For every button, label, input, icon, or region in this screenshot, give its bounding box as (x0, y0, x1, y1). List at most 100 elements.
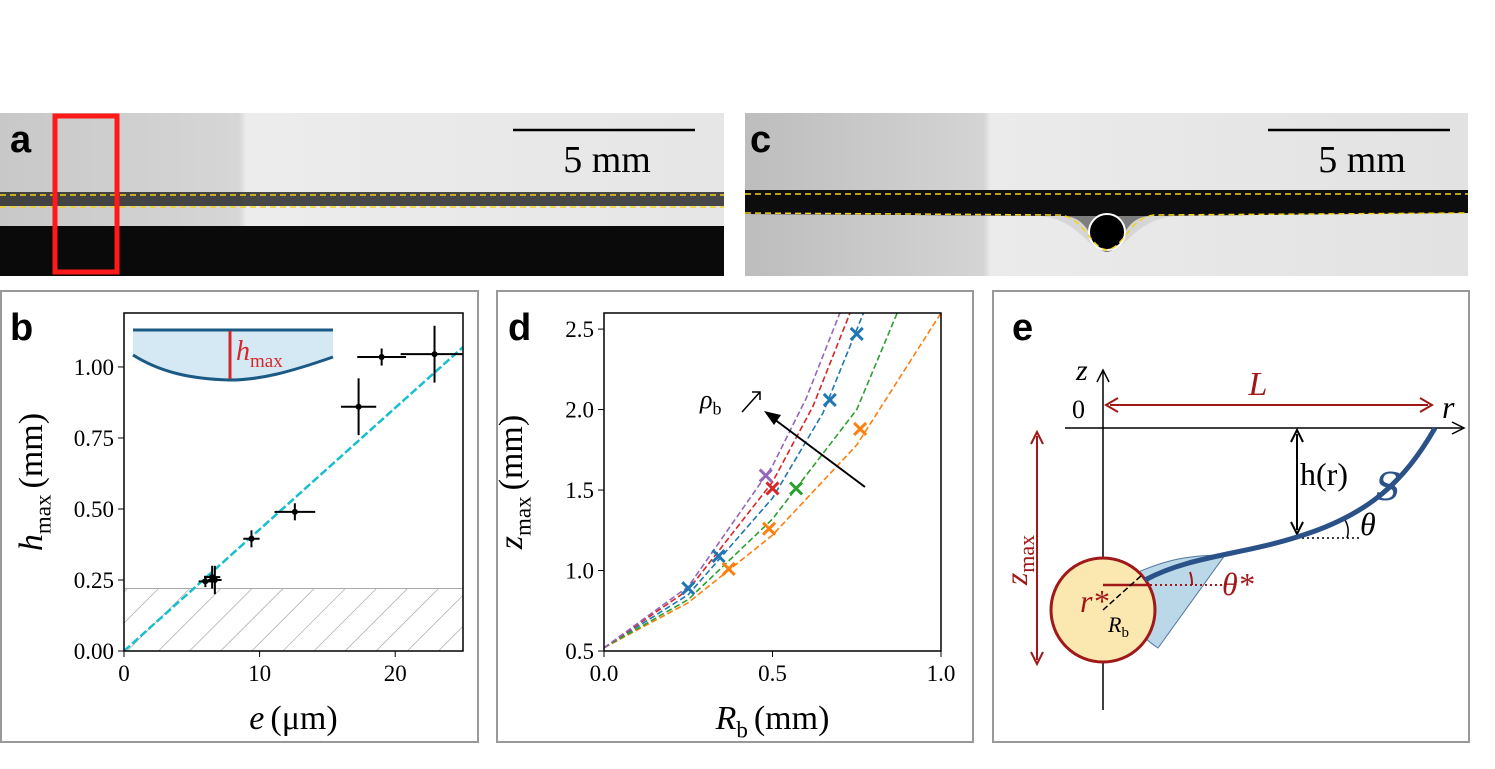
fit-line (124, 346, 463, 651)
arrow (769, 415, 866, 488)
label-l: L (1248, 366, 1268, 403)
math-label: zmax (mm) (493, 415, 536, 550)
label-zmax: zmax (998, 535, 1039, 586)
point (211, 576, 218, 583)
fit-curve (604, 313, 841, 649)
fit-curve (604, 313, 941, 649)
scale-label: 5 mm (1318, 139, 1406, 181)
point (355, 403, 362, 410)
y-tick-label: 1.5 (565, 478, 594, 503)
arrowhead (1290, 427, 1304, 537)
symbol: R (715, 700, 737, 737)
fit-curve (604, 313, 865, 649)
y-tick-label: 0.00 (74, 639, 114, 664)
y-tick-label: 1.00 (74, 355, 114, 380)
symbol: e (249, 700, 264, 737)
point (822, 392, 837, 407)
point (853, 421, 868, 436)
scale-label: 5 mm (563, 139, 651, 181)
arrowhead (1030, 429, 1044, 667)
label-thetastar: θ* (1222, 566, 1254, 602)
symbol: h (13, 534, 50, 551)
point (762, 521, 777, 536)
arrowhead (1096, 368, 1110, 383)
point (202, 578, 209, 585)
angle (1344, 519, 1349, 539)
x-tick-label: 0.5 (758, 661, 787, 686)
axis-label: r (1442, 389, 1455, 425)
point (378, 354, 385, 361)
x-tick-label: 10 (248, 661, 271, 686)
arrowhead (764, 411, 781, 425)
panel-border (496, 290, 974, 743)
subscript: max (511, 496, 536, 536)
axis-label: z (1075, 354, 1088, 387)
symbol: z (493, 536, 530, 550)
angle (1189, 571, 1194, 586)
point (721, 561, 736, 576)
fit-curve (604, 313, 851, 649)
subscript: b (736, 718, 748, 743)
panel-c: 5 mm c (744, 113, 1469, 276)
subscript: max (31, 494, 56, 534)
symbol: h (236, 336, 250, 367)
contour (744, 212, 1469, 251)
symbol: ρ (699, 385, 712, 414)
bath (0, 226, 724, 276)
plot (124, 325, 463, 651)
unit: (mm) (493, 415, 530, 491)
interface (1143, 426, 1438, 583)
unit: (mm) (13, 413, 50, 489)
y-tick-label: 2.5 (565, 317, 594, 342)
x-tick-label: 0.0 (590, 661, 619, 686)
label-h: h(r) (1300, 456, 1348, 492)
x-tick-label: 20 (384, 661, 407, 686)
point (431, 351, 438, 358)
panel-border (992, 290, 1470, 743)
highlight (52, 113, 120, 275)
arrow (741, 391, 761, 413)
point (681, 581, 696, 596)
subscript: b (712, 399, 721, 419)
panel-a: 5 mm a (0, 113, 724, 276)
x-tick-label: 0 (118, 661, 130, 686)
plot (604, 313, 941, 649)
panel-border (0, 290, 479, 743)
unit: (μm) (270, 700, 337, 737)
math-label: ρb (699, 385, 721, 419)
point (789, 481, 804, 496)
panel-e: z 0 r L h(r) θ S r* θ* Rb zmax (998, 354, 1466, 710)
point (291, 508, 298, 515)
label-s: S (1375, 465, 1401, 509)
label-theta: θ (1360, 506, 1376, 542)
origin: 0 (1072, 395, 1085, 424)
math-label: e (μm) (249, 700, 337, 737)
point (248, 535, 255, 542)
fit-curve (604, 313, 898, 649)
y-tick-label: 2.0 (565, 398, 594, 423)
label-rb: Rb (1107, 612, 1129, 641)
panel-label: e (1012, 307, 1033, 349)
math-label: Rb (mm) (715, 700, 830, 743)
point (758, 468, 773, 483)
panel-label: d (508, 307, 531, 349)
point (711, 548, 726, 564)
unit: (mm) (754, 700, 830, 737)
label-rstar: r* (1080, 583, 1108, 619)
math-label: hmax (mm) (13, 413, 56, 551)
film (0, 192, 724, 206)
point (765, 481, 780, 496)
math-label: hmax (236, 336, 283, 372)
arrowhead (1104, 397, 1434, 413)
y-tick-label: 0.50 (74, 497, 114, 522)
plot-frame (123, 312, 464, 652)
y-tick-label: 0.75 (74, 426, 114, 451)
y-tick-label: 0.5 (565, 639, 594, 664)
y-tick-label: 0.25 (74, 568, 114, 593)
x-tick-label: 1.0 (927, 661, 956, 686)
panel-label: b (10, 307, 33, 349)
panel-label: a (10, 119, 32, 161)
bead (1088, 213, 1126, 251)
subscript: max (250, 351, 283, 372)
